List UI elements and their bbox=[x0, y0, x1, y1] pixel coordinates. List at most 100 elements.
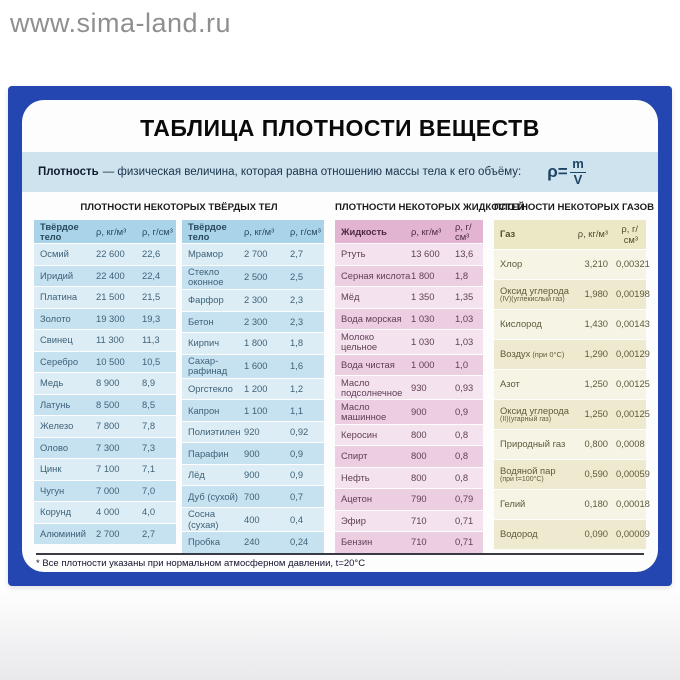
column-header: ρ, кг/м³ bbox=[244, 225, 275, 237]
density-value: 1,430 bbox=[584, 318, 608, 330]
site-watermark: www.sima-land.ru bbox=[10, 8, 232, 38]
density-value: 2,5 bbox=[290, 271, 304, 283]
density-value: 8 500 bbox=[96, 398, 120, 410]
table-row: Цинк 7 100 7,1 bbox=[34, 459, 176, 480]
density-value: 800 bbox=[411, 428, 427, 440]
density-value: 7,0 bbox=[142, 484, 156, 496]
table-row: Серная кислота 1 800 1,8 bbox=[335, 265, 483, 287]
table-row: Природный газ 0,800 0,0008 bbox=[494, 430, 646, 459]
density-value: 7 000 bbox=[96, 484, 120, 496]
density-value: 0,00125 bbox=[616, 378, 650, 390]
density-value: 2 300 bbox=[244, 315, 268, 327]
substance-name: Платина bbox=[40, 291, 78, 303]
density-value: 0,00125 bbox=[616, 408, 650, 420]
substance-name: Эфир bbox=[341, 514, 366, 526]
table-row: Бетон 2 300 2,3 bbox=[182, 311, 324, 333]
substance-name: Мрамор bbox=[188, 248, 224, 260]
table-row: Оргстекло 1 200 1,2 bbox=[182, 378, 324, 400]
substance-name: Водород bbox=[500, 528, 538, 540]
density-value: 1 600 bbox=[244, 360, 268, 372]
solids-section: ПЛОТНОСТИ НЕКОТОРЫХ ТВЁРДЫХ ТЕЛ Твёрдое … bbox=[34, 200, 324, 553]
density-value: 1,03 bbox=[455, 312, 474, 324]
density-value: 2 700 bbox=[96, 527, 120, 539]
density-value: 0,93 bbox=[455, 381, 474, 393]
substance-name: Оксид углерода (II)(угарный газ) bbox=[494, 404, 574, 425]
table-row: Спирт 800 0,8 bbox=[335, 446, 483, 467]
table-row: Фарфор 2 300 2,3 bbox=[182, 290, 324, 311]
density-value: 1 000 bbox=[411, 358, 435, 370]
density-value: 790 bbox=[411, 493, 427, 505]
substance-name: Сахар-рафинад bbox=[188, 355, 228, 377]
table-row: Молоко цельное 1 030 1,03 bbox=[335, 330, 483, 354]
density-value: 0,8 bbox=[455, 471, 469, 483]
substance-name: Нефть bbox=[341, 471, 370, 483]
density-value: 0,00198 bbox=[616, 288, 650, 300]
table-row: Чугун 7 000 7,0 bbox=[34, 480, 176, 502]
density-value: 1,2 bbox=[290, 383, 304, 395]
density-value: 1,03 bbox=[455, 335, 474, 347]
density-value: 22,4 bbox=[142, 269, 161, 281]
table-row: Железо 7 800 7,8 bbox=[34, 416, 176, 437]
density-value: 7,8 bbox=[142, 420, 156, 432]
gases-section: ПЛОТНОСТИ НЕКОТОРЫХ ГАЗОВ Газ ρ, кг/м³ ρ, … bbox=[494, 200, 655, 553]
table-row: Вода морская 1 030 1,03 bbox=[335, 308, 483, 330]
density-value: 2,7 bbox=[290, 248, 304, 260]
substance-name: Капрон bbox=[188, 404, 220, 416]
density-value: 13,6 bbox=[455, 248, 474, 260]
density-value: 900 bbox=[244, 447, 260, 459]
substance-name: Корунд bbox=[40, 506, 72, 518]
density-value: 930 bbox=[411, 381, 427, 393]
gases-table: Газ ρ, кг/м³ ρ, г/см³ Хлор 3,210 0,00321 Оксид… bbox=[494, 220, 650, 549]
formula-rho: ρ= bbox=[547, 162, 568, 181]
table-row: Оксид углерода (II)(угарный газ) 1,250 0,00… bbox=[494, 400, 650, 429]
substance-name: Оргстекло bbox=[188, 383, 233, 395]
substance-name: Чугун bbox=[40, 484, 65, 496]
substance-qualifier: (при 0°С) bbox=[532, 350, 565, 360]
table-row: Бензин 710 0,71 bbox=[335, 532, 483, 553]
density-value: 0,00018 bbox=[616, 498, 650, 510]
table-row: Свинец 11 300 11,3 bbox=[34, 330, 176, 351]
substance-name: Бетон bbox=[188, 315, 214, 327]
formula-denominator: V bbox=[569, 171, 587, 188]
table-row: Латунь 8 500 8,5 bbox=[34, 394, 176, 416]
density-value: 7 100 bbox=[96, 463, 120, 475]
density-value: 1,0 bbox=[455, 358, 469, 370]
density-value: 0,00059 bbox=[616, 468, 650, 480]
density-value: 0,71 bbox=[455, 536, 474, 548]
density-value: 710 bbox=[411, 536, 427, 548]
column-header: Твёрдое тело bbox=[188, 220, 227, 242]
solids-table-right: Твёрдое тело ρ, кг/м³ ρ, г/см³ Мрамор 2 700 2… bbox=[182, 220, 324, 553]
table-row: Водяной пар (при t=100°С) 0,590 0,00059 bbox=[494, 460, 650, 489]
table-header-row: Газ ρ, кг/м³ ρ, г/см³ bbox=[494, 220, 646, 249]
substance-name: Вода морская bbox=[341, 312, 402, 324]
density-value: 0,4 bbox=[290, 513, 304, 525]
substance-name: Алюминий bbox=[40, 527, 86, 539]
substance-name: Молоко цельное bbox=[341, 330, 378, 352]
substance-name: Оксид углерода (IV)(углекислый газ) bbox=[494, 284, 574, 305]
definition-term: Плотность bbox=[38, 166, 99, 178]
density-value: 0,8 bbox=[455, 450, 469, 462]
substance-name: Природный газ bbox=[500, 438, 566, 450]
substance-name: Свинец bbox=[40, 334, 73, 346]
density-value: 1,980 bbox=[584, 288, 608, 300]
column-header: ρ, кг/м³ bbox=[96, 225, 127, 237]
density-value: 1,8 bbox=[455, 269, 469, 281]
gases-section-title: ПЛОТНОСТИ НЕКОТОРЫХ ГАЗОВ bbox=[494, 202, 655, 213]
density-value: 700 bbox=[244, 490, 260, 502]
density-value: 0,090 bbox=[584, 528, 608, 540]
density-value: 920 bbox=[244, 426, 260, 438]
table-row: Гелий 0,180 0,00018 bbox=[494, 490, 650, 519]
liquids-section-title: ПЛОТНОСТИ НЕКОТОРЫХ ЖИДКОСТЕЙ bbox=[335, 202, 525, 213]
table-row: Дуб (сухой) 700 0,7 bbox=[182, 486, 324, 507]
density-value: 19,3 bbox=[142, 312, 161, 324]
density-value: 0,71 bbox=[455, 514, 474, 526]
substance-name: Азот bbox=[500, 378, 520, 390]
solids-tables: Твёрдое тело ρ, кг/м³ ρ, г/см³ Осмий 22 600 2… bbox=[34, 220, 324, 553]
substance-name: Фарфор bbox=[188, 294, 224, 306]
density-value: 0,00143 bbox=[616, 318, 650, 330]
table-row: Керосин 800 0,8 bbox=[335, 424, 483, 446]
column-header: Твёрдое тело bbox=[40, 220, 79, 242]
substance-name: Масло подсолнечное bbox=[341, 376, 403, 398]
density-value: 800 bbox=[411, 450, 427, 462]
density-value: 1,250 bbox=[584, 378, 608, 390]
